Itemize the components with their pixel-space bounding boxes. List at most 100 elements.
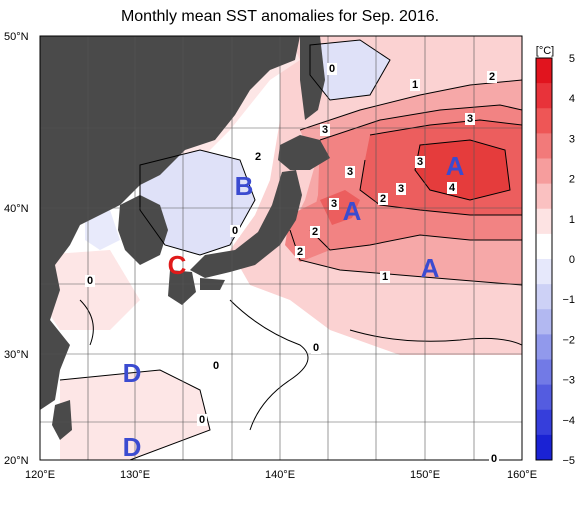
contour-label-bg [85, 275, 95, 287]
colorbar-tick-label: 4 [569, 93, 575, 105]
lon-label-130e: 130°E [120, 469, 150, 481]
lat-label-40n: 40°N [4, 203, 29, 215]
colorbar-swatch [536, 233, 552, 260]
contour-label-bg [465, 113, 475, 125]
colorbar-swatch [536, 158, 552, 185]
region-label: C [168, 250, 187, 280]
region-label: A [421, 253, 440, 283]
colorbar-swatch [536, 208, 552, 235]
contour-label-bg [320, 124, 330, 136]
contour-label-bg [295, 246, 305, 258]
region-label: A [446, 151, 465, 181]
contour-label-bg [310, 226, 320, 238]
lat-label-20n: 20°N [4, 455, 29, 467]
contour-label: 2 [255, 151, 261, 163]
contour-label: 1 [412, 79, 418, 91]
colorbar-tick-label: 5 [569, 53, 575, 65]
contour-label-bg [415, 156, 425, 168]
contour-label-bg [197, 414, 207, 426]
contour-label-bg [230, 225, 240, 237]
lon-label-160e: 160°E [507, 469, 537, 481]
contour-label: 0 [232, 225, 238, 237]
contour-label: 3 [467, 113, 473, 125]
contour-label: 0 [329, 63, 335, 75]
contour-label: 0 [213, 360, 219, 372]
region-label: D [123, 432, 142, 462]
contour-label: 2 [297, 246, 303, 258]
colorbar-tick-label: −1 [562, 294, 575, 306]
colorbar-tick-label: −3 [562, 375, 575, 387]
contour-label: 2 [489, 71, 495, 83]
contour-label-bg [378, 193, 388, 205]
land-korea [118, 195, 168, 265]
colorbar-swatch [536, 434, 552, 461]
colorbar: [°C] 5 4 3 2 1 0 −1 −2 −3 −4 −5 [535, 45, 575, 467]
land-asia-mainland [40, 36, 300, 410]
region-label: D [123, 358, 142, 388]
anomaly-field-4C [415, 140, 510, 200]
contour-label-bg [211, 360, 221, 372]
colorbar-swatch [536, 409, 552, 436]
colorbar-swatch [536, 259, 552, 285]
contour-label-bg [311, 342, 321, 354]
contour-label-bg [410, 79, 420, 91]
contour-label: 3 [331, 198, 337, 210]
colorbar-tick-label: −4 [562, 415, 575, 427]
colorbar-unit: [°C] [536, 45, 554, 57]
colorbar-swatch [536, 309, 552, 335]
colorbar-swatch [536, 58, 552, 84]
contour-label-bg [487, 71, 497, 83]
contour-label: 0 [313, 342, 319, 354]
anomaly-field-light-cool-okhotsk [310, 40, 390, 100]
colorbar-swatch [536, 83, 552, 109]
lat-label-30n: 30°N [4, 349, 29, 361]
contour-label: 2 [380, 193, 386, 205]
contour-label-bg [327, 63, 337, 75]
region-label: B [235, 171, 254, 201]
contour-label-bg [489, 453, 499, 465]
contour-label: 0 [87, 275, 93, 287]
contour-label: 0 [491, 453, 497, 465]
colorbar-swatch [536, 384, 552, 411]
colorbar-tick-label: 3 [569, 133, 575, 145]
region-labels: A A A B C D D [123, 151, 465, 462]
contour-lines [59, 39, 522, 460]
contour-label-bg [253, 151, 263, 163]
anomaly-field-light-cool-yellowsea [85, 210, 120, 250]
land-kyushu-shikoku [168, 270, 225, 305]
colorbar-swatch [536, 183, 552, 210]
grid-lines [40, 36, 522, 460]
lon-label-140e: 140°E [265, 469, 295, 481]
colorbar-tick-label: 1 [569, 214, 575, 226]
land-honshu [190, 170, 302, 278]
contour-label: 1 [382, 271, 388, 283]
contour-label: 2 [312, 226, 318, 238]
contour-label: 0 [199, 414, 205, 426]
contour-label-bg [380, 271, 390, 283]
contour-label-bg [396, 183, 406, 195]
anomaly-field-light-cool [140, 150, 255, 255]
anomaly-field-light-warm-west [40, 250, 140, 330]
colorbar-frame [535, 57, 553, 461]
contour-label-bg [447, 182, 457, 194]
contour-label-bg [329, 198, 339, 210]
lon-label-150e: 150°E [410, 469, 440, 481]
colorbar-tick-label: −2 [562, 334, 575, 346]
land-hokkaido [278, 135, 330, 170]
region-label: A [343, 196, 362, 226]
land-taiwan [52, 400, 72, 440]
colorbar-swatch [536, 359, 552, 386]
lon-label-120e: 120°E [25, 469, 55, 481]
colorbar-tick-label: 2 [569, 174, 575, 186]
colorbar-swatch [536, 334, 552, 360]
colorbar-swatch [536, 133, 552, 159]
map-frame [39, 35, 523, 461]
contour-label: 4 [449, 182, 456, 194]
colorbar-tick-label: −5 [562, 455, 575, 467]
map-title: Monthly mean SST anomalies for Sep. 2016… [120, 8, 440, 25]
colorbar-swatch [536, 284, 552, 310]
contour-label: 3 [398, 183, 404, 195]
contour-label-bg [345, 166, 355, 178]
